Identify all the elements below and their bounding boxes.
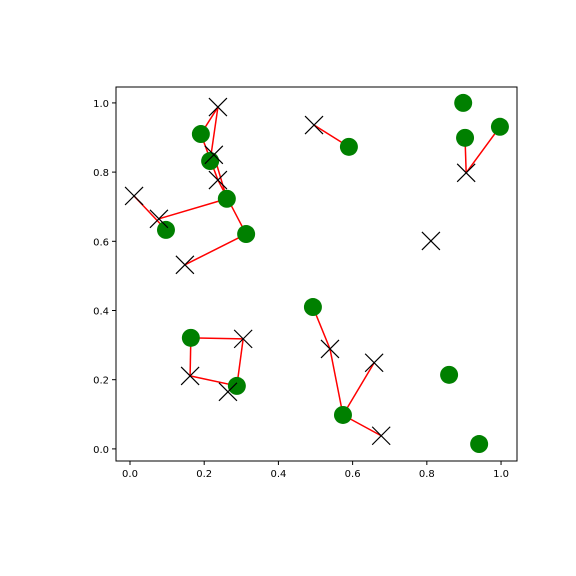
- point: [181, 328, 200, 347]
- x-marker: [456, 163, 476, 183]
- x-tick-label: 0.2: [196, 469, 212, 480]
- link: [158, 198, 228, 220]
- x-marker: [208, 97, 228, 117]
- point: [333, 405, 352, 424]
- link: [329, 348, 344, 416]
- y-tick-label: 0.8: [93, 168, 109, 179]
- link: [465, 126, 501, 174]
- x-marker: [149, 209, 169, 229]
- point: [470, 435, 489, 454]
- x-tick-label: 0.0: [122, 469, 138, 480]
- x-tick-label: 0.4: [270, 469, 286, 480]
- link: [217, 179, 247, 235]
- x-marker: [208, 170, 228, 190]
- point: [217, 189, 236, 208]
- x-marker: [320, 339, 340, 359]
- link: [342, 362, 375, 416]
- x-marker: [421, 231, 441, 251]
- point: [456, 128, 475, 147]
- link: [184, 233, 247, 266]
- point: [156, 220, 175, 239]
- x-tick-label: 0.6: [345, 469, 361, 480]
- y-tick-label: 0.0: [93, 445, 109, 456]
- y-tick-label: 0.2: [93, 376, 109, 387]
- x-marker: [371, 426, 391, 446]
- x-marker: [233, 329, 253, 349]
- x-marker: [180, 366, 200, 386]
- x-marker: [218, 382, 238, 402]
- axes-frame: [115, 86, 518, 462]
- point: [490, 117, 509, 136]
- x-marker: [204, 145, 224, 165]
- x-tick-label: 0.8: [419, 469, 435, 480]
- y-tick-label: 1.0: [93, 99, 109, 110]
- point: [191, 125, 210, 144]
- point: [339, 137, 358, 156]
- point: [201, 152, 220, 171]
- x-marker: [364, 353, 384, 373]
- x-marker: [124, 186, 144, 206]
- x-marker: [304, 115, 324, 135]
- point: [227, 376, 246, 395]
- y-tick-label: 0.6: [93, 237, 109, 248]
- point: [454, 93, 473, 112]
- point: [237, 225, 256, 244]
- y-tick-label: 0.4: [93, 307, 109, 318]
- x-tick-label: 1.0: [493, 469, 509, 480]
- x-marker: [175, 255, 195, 275]
- point: [303, 298, 322, 317]
- point: [440, 365, 459, 384]
